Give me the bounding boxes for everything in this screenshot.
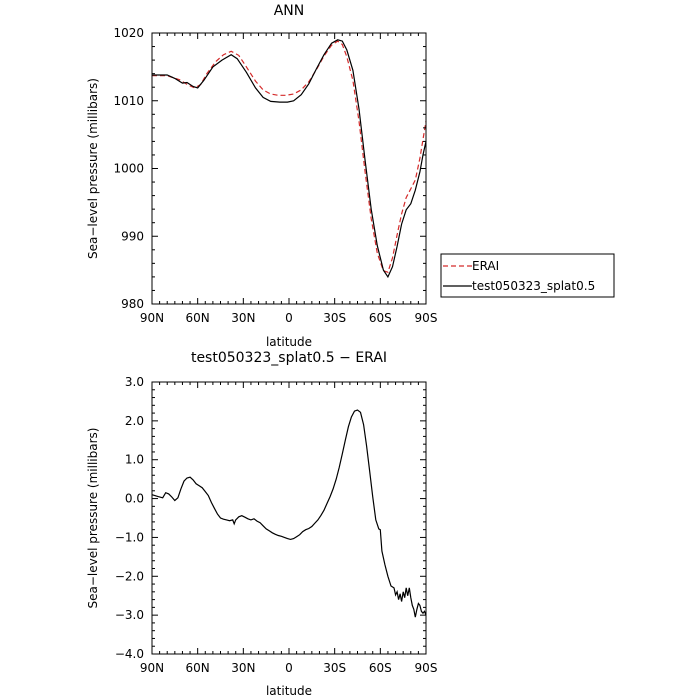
- y-tick-label: 2.0: [125, 414, 144, 428]
- x-tick-label: 90S: [415, 661, 438, 675]
- x-tick-label: 60S: [369, 661, 392, 675]
- x-tick-label: 0: [285, 311, 293, 325]
- chart-title: test050323_splat0.5 − ERAI: [191, 350, 387, 366]
- y-tick-label: 1020: [113, 26, 144, 40]
- legend-label: test050323_splat0.5: [472, 279, 595, 293]
- x-tick-label: 60N: [186, 661, 210, 675]
- legend: ERAI test050323_splat0.5: [440, 253, 615, 298]
- top-panel-ann: ANN 90N 60N 30N 0 30S 60S 90S 980 990 1000 1010 1020…: [86, 3, 615, 349]
- series-line-difference: [151, 409, 427, 618]
- y-tick-label: 0.0: [125, 492, 144, 506]
- x-axis-label: latitude: [266, 684, 312, 698]
- x-tick-label: 30S: [323, 311, 346, 325]
- y-tick-label: −3.0: [115, 608, 144, 622]
- y-tick-label: 1000: [113, 162, 144, 176]
- chart-title: ANN: [274, 3, 305, 19]
- y-tick-label: 980: [121, 297, 144, 311]
- y-tick-label: 1010: [113, 94, 144, 108]
- x-tick-label: 60S: [369, 311, 392, 325]
- legend-box: [440, 253, 615, 298]
- plot-frame: [151, 381, 427, 655]
- y-tick-label: −1.0: [115, 530, 144, 544]
- bottom-panel-difference: test050323_splat0.5 − ERAI 90N 60N 30N 0 30S 6…: [86, 350, 437, 698]
- series-line-erai: [152, 40, 427, 273]
- y-tick-label: 1.0: [125, 453, 144, 467]
- y-tick-label: −4.0: [115, 647, 144, 661]
- y-tick-label: 3.0: [125, 375, 144, 389]
- x-tick-label: 30N: [231, 661, 255, 675]
- x-tick-label: 90N: [140, 661, 164, 675]
- y-tick-label: 990: [121, 229, 144, 243]
- y-axis-label: Sea−level pressure (millibars): [86, 78, 100, 259]
- x-tick-label: 90S: [415, 311, 438, 325]
- x-axis-label: latitude: [266, 335, 312, 349]
- y-axis-label: Sea−level pressure (millibars): [86, 428, 100, 609]
- x-tick-label: 60N: [186, 311, 210, 325]
- y-tick-label: −2.0: [115, 569, 144, 583]
- series-line-test050323-splat0-5: [152, 39, 427, 279]
- x-tick-label: 0: [285, 661, 293, 675]
- x-tick-label: 30N: [231, 311, 255, 325]
- plot-frame: [151, 32, 427, 305]
- legend-label: ERAI: [472, 259, 499, 273]
- x-tick-label: 90N: [140, 311, 164, 325]
- x-tick-label: 30S: [323, 661, 346, 675]
